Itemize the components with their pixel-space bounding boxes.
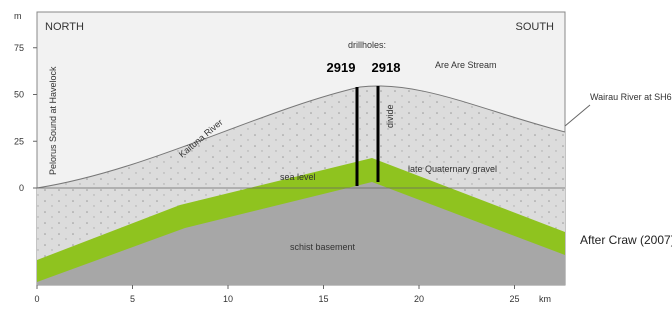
label: schist basement [290,242,356,252]
cross-section: NORTH SOUTH drillholes: 2919 2918 Are Ar… [0,0,672,316]
label: NORTH [45,21,84,33]
label: Are Are Stream [435,60,497,70]
y-tick-label: 50 [14,90,24,100]
x-tick-label: 5 [130,294,135,304]
label: drillholes: [348,40,386,50]
leader-line [565,105,590,126]
label: Pelorus Sound at Havelock [48,66,58,175]
label: sea level [280,172,316,182]
label: divide [385,104,395,128]
x-tick-label: 10 [223,294,233,304]
x-tick-label: 25 [509,294,519,304]
x-tick-label: 20 [414,294,424,304]
y-tick-label: 0 [19,183,24,193]
y-tick-label: 75 [14,43,24,53]
label: SOUTH [516,21,555,33]
label: 2919 [327,60,356,75]
axis-unit: m [14,11,22,21]
x-tick-label: 0 [34,294,39,304]
axis-unit: km [539,294,551,304]
y-tick-label: 25 [14,136,24,146]
label: 2918 [372,60,401,75]
label: Wairau River at SH6 bridge [590,92,672,102]
label: After Craw (2007) [580,233,672,247]
label: late Quaternary gravel [408,164,497,174]
x-tick-label: 15 [318,294,328,304]
